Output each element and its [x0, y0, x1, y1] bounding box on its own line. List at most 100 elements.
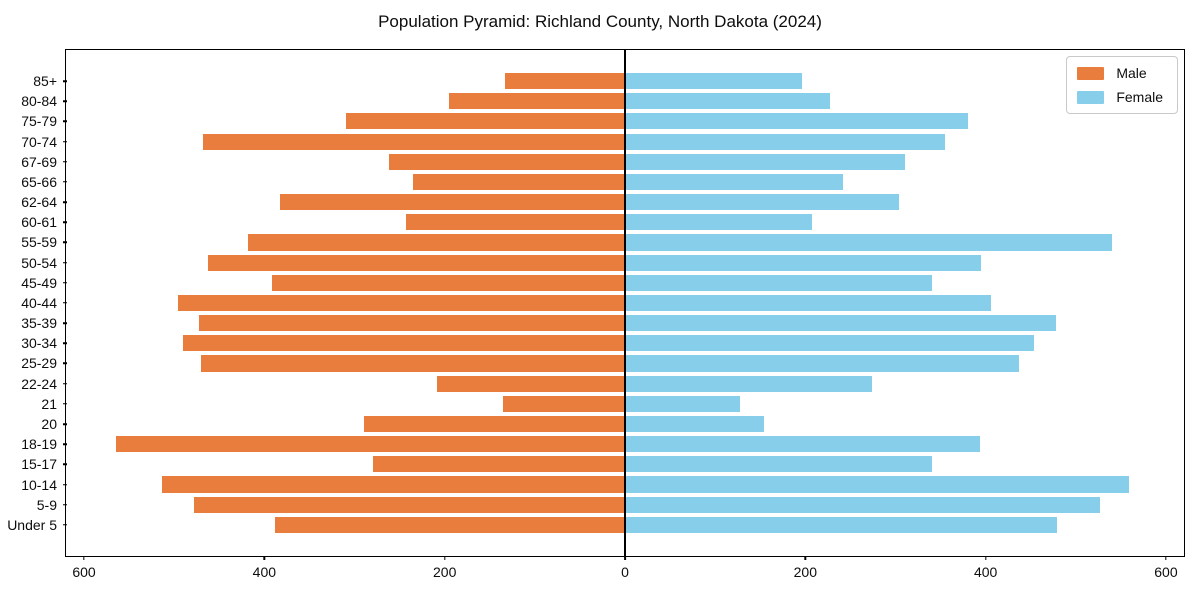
bar-male-18-19: [115, 436, 625, 453]
pyramid-row-30-34: [66, 333, 1184, 353]
y-axis-label-10-14: 10-14: [6, 474, 67, 494]
x-tick-400-right: 400: [974, 556, 997, 580]
y-axis-label-75-79: 75-79: [6, 111, 67, 131]
bar-male-55-59: [248, 234, 625, 251]
x-tick-0: 0: [621, 556, 629, 580]
female-half: [625, 172, 1184, 192]
pyramid-row-75-79: [66, 111, 1184, 131]
female-half: [625, 273, 1184, 293]
pyramid-row-18-19: [66, 434, 1184, 454]
y-tick-mark: [63, 483, 67, 486]
bar-male-35-39: [198, 315, 625, 332]
female-half: [625, 313, 1184, 333]
y-axis-label-21: 21: [6, 394, 67, 414]
female-half: [625, 132, 1184, 152]
legend: Male Female: [1066, 56, 1178, 114]
bar-male-10-14: [162, 476, 625, 493]
female-half: [625, 293, 1184, 313]
y-tick-mark: [63, 241, 67, 244]
female-half: [625, 454, 1184, 474]
y-axis-label-35-39: 35-39: [6, 313, 67, 333]
female-half: [625, 394, 1184, 414]
y-axis-label-18-19: 18-19: [6, 434, 67, 454]
male-half: [66, 353, 625, 373]
y-tick-mark: [63, 342, 67, 345]
pyramid-row-15-17: [66, 454, 1184, 474]
bar-female-40-44: [625, 294, 992, 312]
x-tick-label: 400: [252, 564, 277, 580]
bar-female-30-34: [625, 335, 1035, 352]
bar-female-18-19: [625, 436, 981, 453]
bar-female-25-29: [625, 355, 1019, 372]
y-tick-mark: [63, 201, 67, 203]
female-half: [625, 152, 1184, 172]
male-half: [66, 515, 625, 535]
bar-male-30-34: [183, 335, 625, 352]
male-half: [66, 374, 625, 394]
y-tick-mark: [63, 140, 67, 143]
y-axis-label-85+: 85+: [6, 71, 67, 91]
male-half: [66, 132, 625, 152]
pyramid-row-80-84: [66, 91, 1184, 111]
pyramid-row-22-24: [66, 374, 1184, 394]
bar-female-80-84: [625, 93, 830, 110]
female-half: [625, 474, 1184, 494]
bar-female-15-17: [625, 456, 933, 473]
y-axis-label-30-34: 30-34: [6, 333, 67, 353]
x-tick-label: 200: [793, 564, 817, 580]
pyramid-row-5-9: [66, 495, 1184, 515]
male-half: [66, 333, 625, 353]
female-half: [625, 434, 1184, 454]
bar-male-75-79: [345, 113, 625, 130]
male-half: [66, 111, 625, 131]
x-tick-label: 0: [621, 564, 629, 580]
y-tick-mark: [63, 423, 67, 425]
bar-female-22-24: [625, 375, 873, 392]
bar-male-85+: [505, 73, 625, 90]
male-half: [66, 495, 625, 515]
pyramid-row-35-39: [66, 313, 1184, 333]
x-tick-mark: [804, 556, 807, 560]
y-tick-mark: [63, 302, 67, 304]
bar-female-35-39: [625, 315, 1056, 332]
pyramid-row-45-49: [66, 273, 1184, 293]
x-tick-600-right: 600: [1154, 556, 1178, 580]
x-tick-label: 400: [973, 564, 998, 580]
y-tick-mark: [63, 100, 67, 102]
pyramid-row-40-44: [66, 293, 1184, 313]
pyramid-row-60-61: [66, 212, 1184, 232]
female-half: [625, 232, 1184, 252]
pyramid-row-10-14: [66, 474, 1184, 494]
pyramid-row-55-59: [66, 232, 1184, 252]
x-tick-label: 600: [1154, 564, 1178, 580]
y-tick-mark: [63, 161, 67, 163]
y-tick-mark: [63, 282, 67, 284]
bar-male-50-54: [207, 254, 625, 271]
x-tick-mark: [984, 556, 987, 560]
y-axis-label-25-29: 25-29: [6, 353, 67, 373]
bar-male-15-17: [372, 456, 625, 473]
y-axis-label-70-74: 70-74: [6, 132, 67, 152]
male-half: [66, 152, 625, 172]
male-half: [66, 434, 625, 454]
female-half: [625, 212, 1184, 232]
y-axis-label-60-61: 60-61: [6, 212, 67, 232]
pyramid-row-50-54: [66, 253, 1184, 273]
x-tick-label: 600: [72, 564, 96, 580]
y-tick-mark: [63, 221, 67, 224]
y-axis-label-62-64: 62-64: [6, 192, 67, 212]
female-legend-swatch: [1077, 90, 1105, 104]
x-tick-200-left: 200: [433, 556, 456, 580]
pyramid-row-21: [66, 394, 1184, 414]
y-tick-mark: [63, 382, 67, 385]
bar-female-62-64: [625, 194, 900, 211]
bar-male-65-66: [413, 173, 625, 190]
bar-male-5-9: [194, 496, 625, 513]
bar-male-45-49: [271, 274, 625, 291]
female-half: [625, 91, 1184, 111]
y-axis-label-5-9: 5-9: [6, 495, 67, 515]
y-axis-label-65-66: 65-66: [6, 172, 67, 192]
x-tick-600-left: 600: [72, 556, 96, 580]
y-axis-label-Under 5: Under 5: [6, 515, 67, 535]
y-axis-labels: 85+ 80-84 75-79 70-74 67-69 65-66 62-64 60-61 55…: [6, 71, 67, 535]
